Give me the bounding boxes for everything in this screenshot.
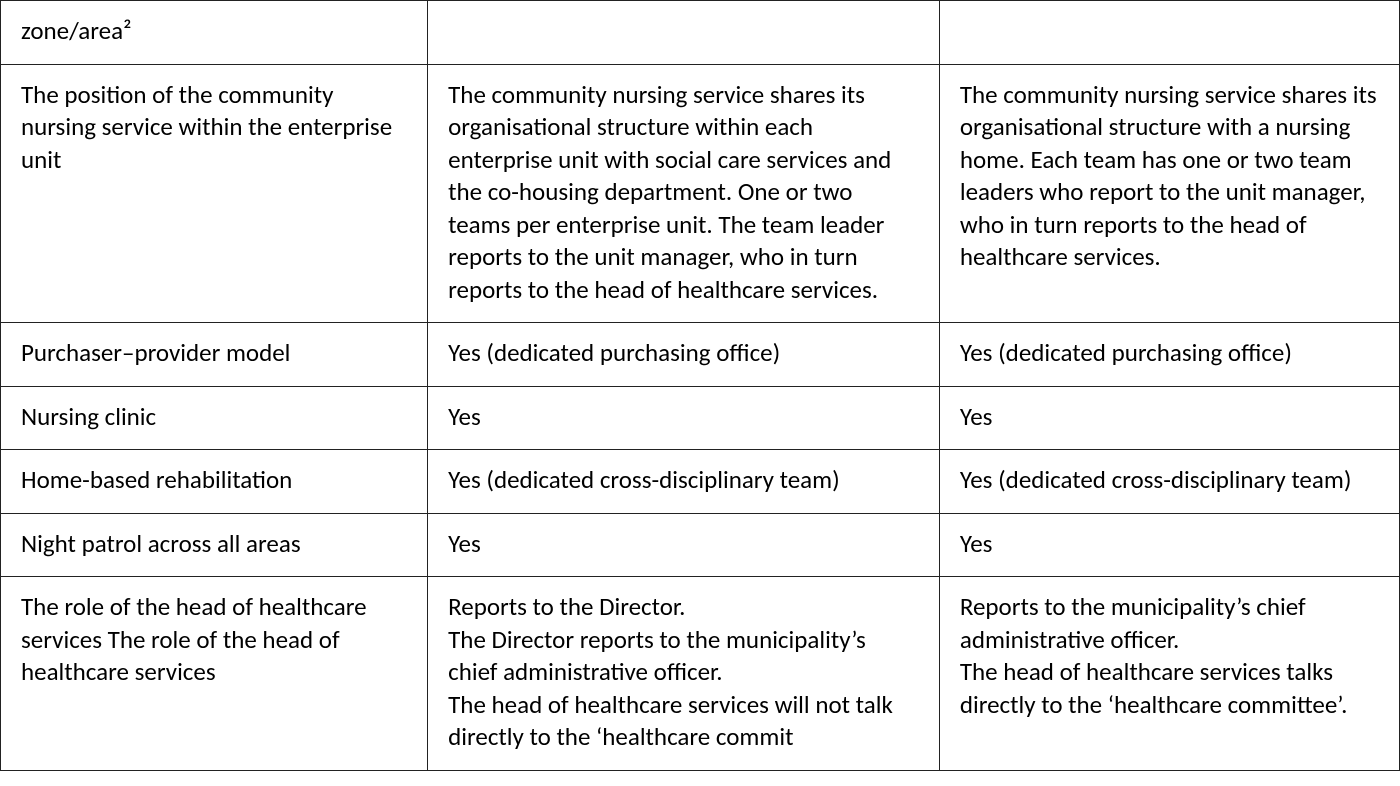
- table-row: Purchaser–provider model Yes (dedicated …: [1, 323, 1400, 387]
- cell-col2: [428, 1, 940, 65]
- table-row: Nursing clinic Yes Yes: [1, 386, 1400, 450]
- page: zone/area² The position of the community…: [0, 0, 1400, 771]
- table-row: The role of the head of healthcare servi…: [1, 577, 1400, 771]
- cell-col2: Reports to the Director. The Director re…: [428, 577, 940, 771]
- cell-col3: Yes: [939, 386, 1399, 450]
- cell-label: The role of the head of healthcare servi…: [1, 577, 428, 771]
- table-row: zone/area²: [1, 1, 1400, 65]
- table-row: The position of the community nursing se…: [1, 64, 1400, 323]
- cell-col3: The community nursing service shares its…: [939, 64, 1399, 323]
- cell-col3: Yes: [939, 513, 1399, 577]
- cell-col2: The community nursing service shares its…: [428, 64, 940, 323]
- cell-label: zone/area²: [1, 1, 428, 65]
- cell-col2: Yes (dedicated cross-disciplinary team): [428, 450, 940, 514]
- cell-col3: Yes (dedicated cross-disciplinary team): [939, 450, 1399, 514]
- cell-label: The position of the community nursing se…: [1, 64, 428, 323]
- cell-col2: Yes: [428, 386, 940, 450]
- cell-col2: Yes: [428, 513, 940, 577]
- cell-col2: Yes (dedicated purchasing office): [428, 323, 940, 387]
- cell-col3: [939, 1, 1399, 65]
- table-body: zone/area² The position of the community…: [1, 1, 1400, 771]
- cell-label: Purchaser–provider model: [1, 323, 428, 387]
- cell-label: Nursing clinic: [1, 386, 428, 450]
- cell-col3: Reports to the municipality’s chief admi…: [939, 577, 1399, 771]
- comparison-table: zone/area² The position of the community…: [0, 0, 1400, 771]
- cell-col3: Yes (dedicated purchasing office): [939, 323, 1399, 387]
- cell-label: Night patrol across all areas: [1, 513, 428, 577]
- table-row: Home-based rehabilitation Yes (dedicated…: [1, 450, 1400, 514]
- table-row: Night patrol across all areas Yes Yes: [1, 513, 1400, 577]
- cell-label: Home-based rehabilitation: [1, 450, 428, 514]
